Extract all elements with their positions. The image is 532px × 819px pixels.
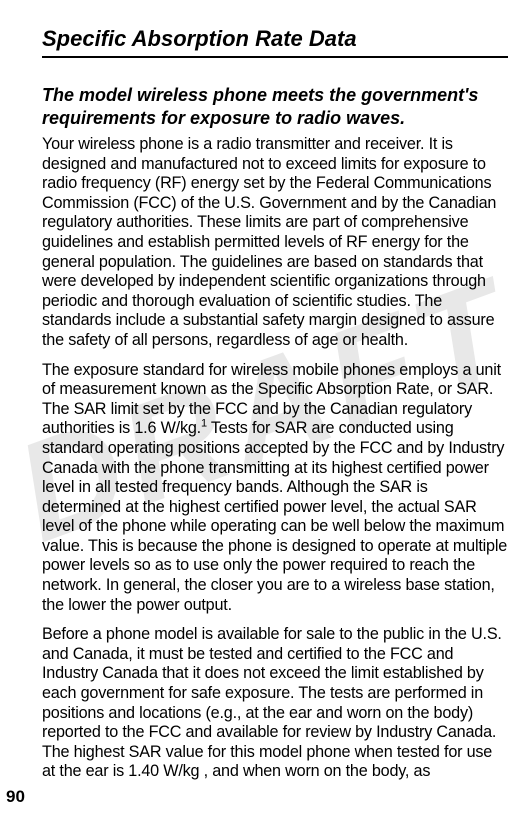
paragraph-2: The exposure standard for wireless mobil…	[42, 361, 508, 616]
page-content: Specific Absorption Rate Data The model …	[0, 0, 532, 782]
paragraph-3: Before a phone model is available for sa…	[42, 625, 508, 782]
paragraph-1: Your wireless phone is a radio transmitt…	[42, 135, 508, 351]
para2-post: Tests for SAR are conducted using standa…	[42, 419, 507, 613]
main-heading: Specific Absorption Rate Data	[42, 26, 508, 52]
page-number: 90	[6, 787, 25, 807]
heading-underline	[42, 56, 508, 58]
subheading: The model wireless phone meets the gover…	[42, 84, 508, 129]
